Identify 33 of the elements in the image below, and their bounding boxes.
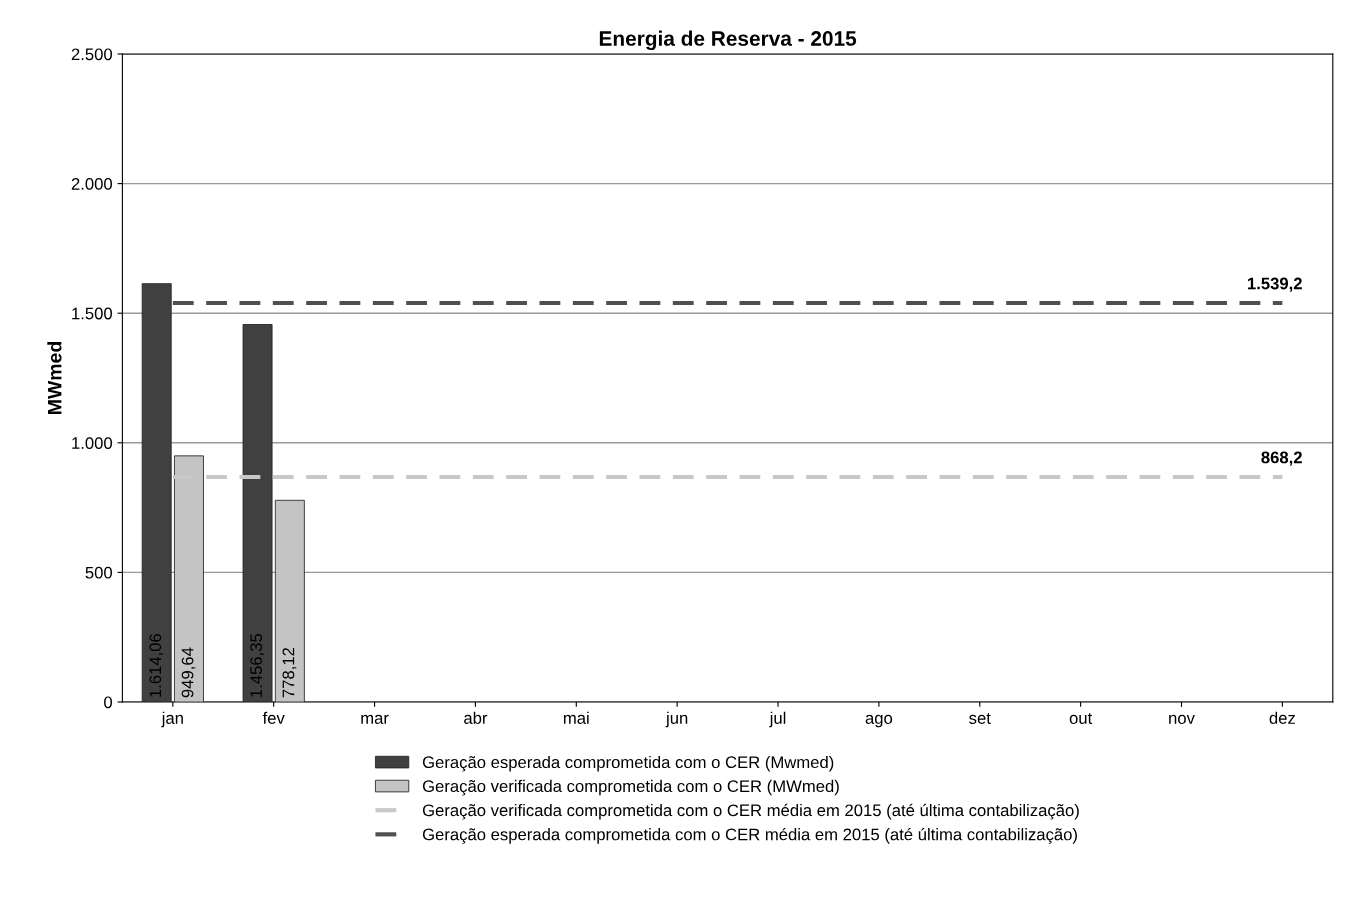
- y-tick-label: 500: [85, 566, 113, 579]
- x-tick-label: fev: [262, 711, 285, 724]
- data-label: 778,12: [282, 647, 297, 698]
- x-tick-label: mar: [361, 714, 389, 724]
- y-tick-label: 2.000: [71, 178, 113, 190]
- y-tick-label: 0: [104, 696, 113, 709]
- bar: [141, 283, 172, 702]
- legend-label: Geração esperada comprometida com o CER média em 2015 (até última contabilização): [422, 827, 1077, 844]
- x-tick-label: mai: [563, 711, 589, 724]
- data-label: 1.456,35: [250, 633, 264, 697]
- x-tick-label: nov: [1169, 714, 1195, 724]
- x-tick-label: jun: [665, 711, 688, 728]
- data-label: 868,2: [1261, 451, 1302, 466]
- x-tick-label: abr: [464, 711, 488, 724]
- chart-title: Energia de Reserva - 2015: [599, 30, 857, 51]
- bar: [274, 499, 305, 702]
- x-tick-label: set: [969, 713, 991, 724]
- x-tick-label: dez: [1269, 711, 1295, 724]
- y-tick-label: 1.500: [72, 307, 113, 320]
- legend-label: Geração verificada comprometida com o CER média em 2015 (até última contabilização): [422, 803, 1079, 820]
- legend-label: Geração esperada comprometida com o CER (Mwmed): [422, 755, 834, 772]
- data-label: 1.614,06: [149, 633, 164, 697]
- x-tick-label: out: [1069, 713, 1093, 724]
- y-tick-label: 2.500: [71, 48, 113, 61]
- legend-label: Geração verificada comprometida com o CER (MWmed): [422, 779, 839, 796]
- y-tick-label: 1.000: [72, 437, 113, 449]
- bar: [242, 324, 273, 702]
- y-axis-title: MWmed: [47, 342, 62, 414]
- x-tick-label: ago: [865, 714, 893, 728]
- data-label: 949,64: [181, 647, 196, 698]
- x-tick-label: jan: [161, 711, 183, 728]
- x-tick-label: jul: [769, 711, 786, 728]
- data-label: 1.539,2: [1247, 277, 1302, 292]
